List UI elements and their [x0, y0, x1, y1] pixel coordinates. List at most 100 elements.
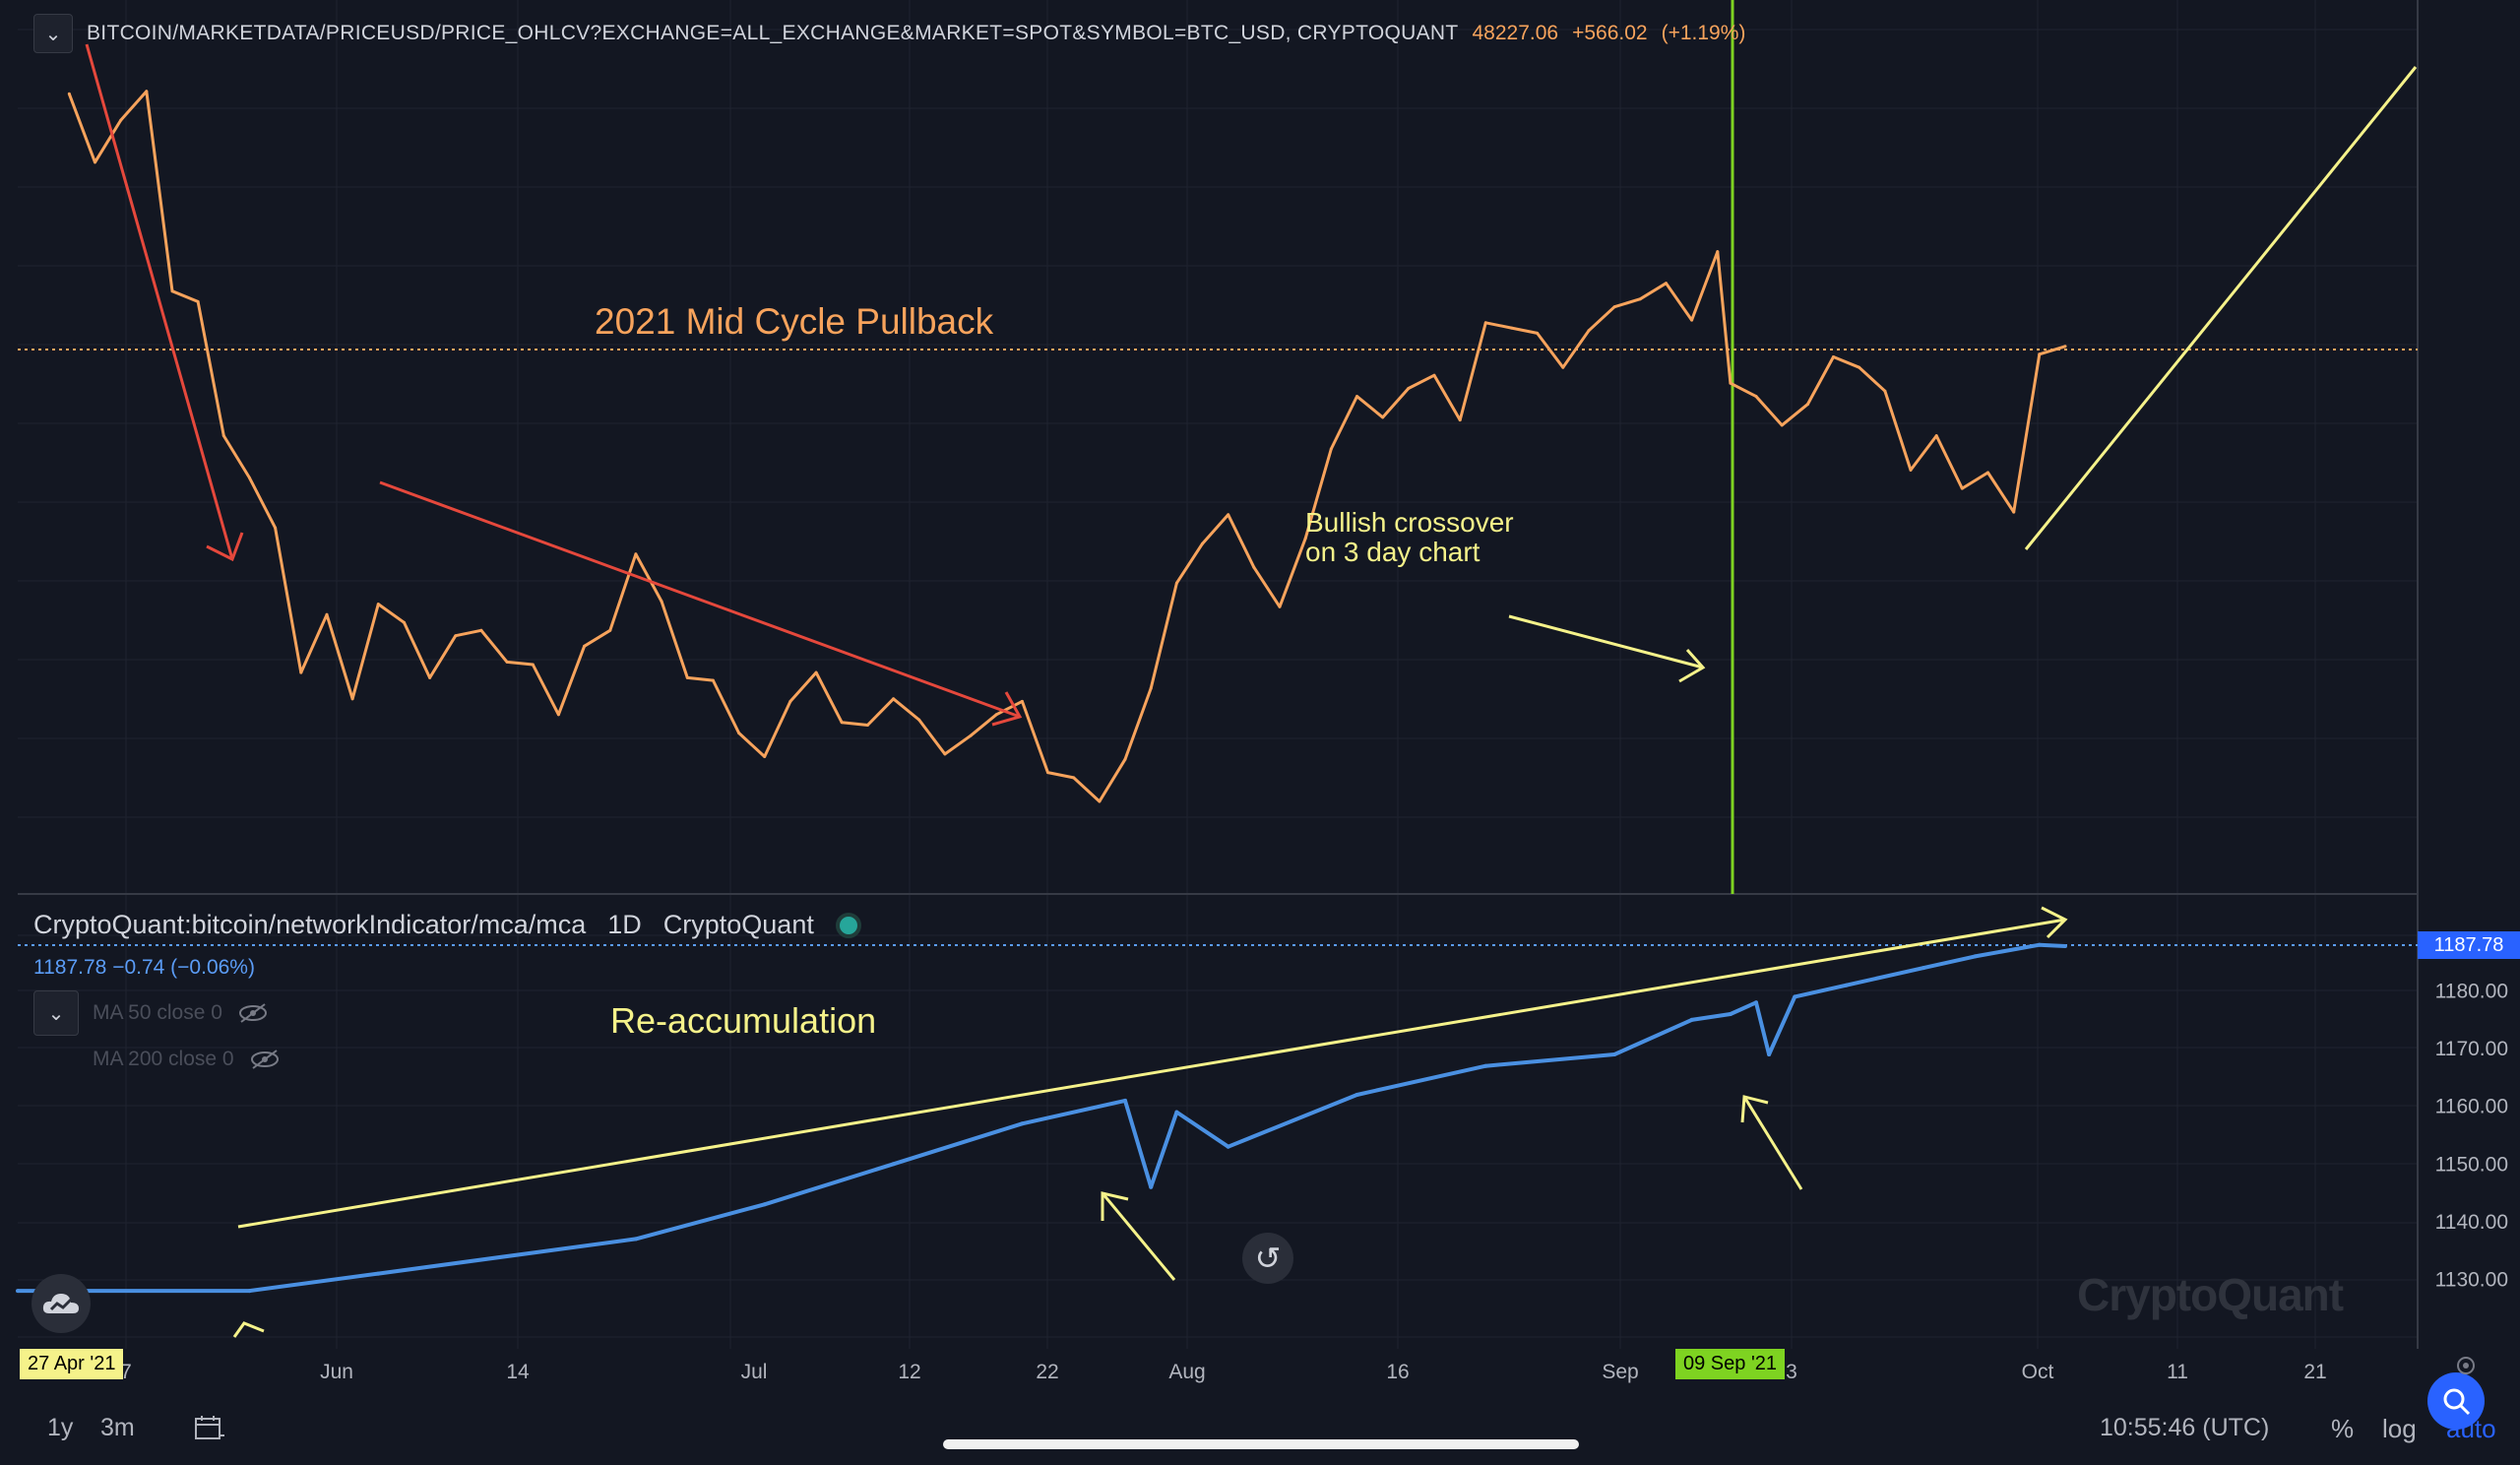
- price-point: [1934, 434, 1938, 438]
- mca-point: [1226, 1144, 1230, 1149]
- price-point: [428, 675, 432, 679]
- crosshair-date-tag: 09 Sep '21: [1675, 1349, 1786, 1379]
- price-point: [583, 644, 587, 648]
- price-change-pct: (+1.19%): [1661, 22, 1746, 44]
- time-axis-label: Jun: [320, 1361, 353, 1383]
- indicator-name[interactable]: CryptoQuant:bitcoin/networkIndicator/mca…: [33, 910, 587, 939]
- price-line-series: [67, 90, 2067, 803]
- reset-chart-button[interactable]: ↺: [1242, 1233, 1293, 1284]
- collapse-legend-button[interactable]: ⌄: [33, 14, 73, 53]
- lower-price-axis[interactable]: 1180.00 1170.00 1160.00 1150.00 1140.00 1130.…: [2435, 981, 2508, 1292]
- mca-point: [1354, 1093, 1359, 1097]
- mca-point: [1612, 1052, 1617, 1056]
- price-point: [1536, 331, 1540, 335]
- price-point: [1201, 541, 1204, 545]
- cloud-button[interactable]: [32, 1274, 91, 1333]
- mca-point: [762, 1202, 767, 1207]
- price-point: [1381, 415, 1385, 419]
- price-axis-label: 1140.00: [2435, 1211, 2508, 1234]
- red-trend-arrow-2: [379, 480, 1023, 727]
- time-axis-label: 11: [2167, 1361, 2188, 1383]
- calendar-range-icon[interactable]: [193, 1414, 226, 1443]
- mca-line-series: [16, 942, 2067, 1294]
- yellow-arrow-dip-1: [1101, 1191, 1176, 1281]
- indicator-source: CryptoQuant: [662, 910, 814, 939]
- price-point: [788, 699, 792, 703]
- mca-point: [1973, 954, 1978, 959]
- percent-scale-toggle[interactable]: %: [2331, 1414, 2355, 1443]
- mca-point: [1174, 1110, 1179, 1115]
- price-point: [969, 733, 973, 737]
- price-point: [479, 628, 483, 632]
- price-point: [2063, 345, 2067, 349]
- time-axis-label: Jul: [741, 1361, 768, 1383]
- timeframe-1y-button[interactable]: 1y: [47, 1414, 74, 1441]
- price-point: [660, 600, 663, 604]
- price-point: [1252, 565, 1256, 569]
- annotation-reaccumulation: Re-accumulation: [610, 1000, 877, 1041]
- price-point: [94, 160, 96, 164]
- mca-point: [891, 1162, 896, 1167]
- time-axis-label: 21: [2303, 1361, 2326, 1383]
- mca-point: [1754, 1000, 1758, 1005]
- annotation-bullish-line2: on 3 day chart: [1305, 537, 1480, 567]
- indicator-value: 1187.78: [33, 956, 107, 979]
- price-point: [1510, 326, 1513, 330]
- mca-point: [376, 1271, 381, 1276]
- price-point: [1098, 799, 1102, 803]
- collapse-ma-button[interactable]: ⌄: [33, 990, 79, 1036]
- price-axis-label: 1150.00: [2435, 1153, 2508, 1176]
- price-point: [685, 675, 689, 679]
- annotation-title: 2021 Mid Cycle Pullback: [595, 301, 994, 342]
- ma50-label: MA 50 close 0: [93, 1001, 222, 1024]
- log-scale-toggle[interactable]: log: [2382, 1414, 2417, 1443]
- yellow-trend-arrow-mca: [237, 906, 2068, 1229]
- price-axis-label: 1170.00: [2435, 1038, 2508, 1060]
- ma200-row: MA 200 close 0: [93, 1048, 282, 1071]
- price-point: [865, 724, 869, 727]
- price-point: [1355, 395, 1358, 399]
- mca-point: [247, 1289, 252, 1294]
- eye-off-icon[interactable]: [248, 1048, 282, 1071]
- time-axis-label: 22: [1036, 1361, 1058, 1383]
- mca-point: [1793, 994, 1797, 999]
- bottom-toolbar: [0, 1388, 2520, 1465]
- price-point: [892, 697, 896, 701]
- price-point: [1754, 395, 1758, 399]
- price-point: [943, 752, 947, 756]
- price-point: [505, 660, 509, 664]
- price-point: [1612, 305, 1616, 309]
- price-point: [711, 678, 715, 682]
- price-point: [1072, 776, 1076, 780]
- indicator-interval: 1D: [607, 910, 642, 939]
- zoom-search-button[interactable]: [2427, 1372, 2485, 1430]
- price-point: [1858, 365, 1861, 369]
- price-point: [1909, 468, 1913, 472]
- price-point: [221, 434, 225, 438]
- settings-gear-icon[interactable]: [2451, 1351, 2481, 1380]
- time-axis-label: 16: [1386, 1361, 1409, 1383]
- price-point: [1458, 418, 1462, 422]
- price-point: [814, 670, 818, 674]
- price-point: [403, 620, 406, 624]
- price-point: [274, 526, 278, 530]
- price-point: [67, 92, 71, 96]
- yellow-arrow-bullish: [1508, 614, 1706, 683]
- utc-clock[interactable]: 10:55:46 (UTC): [2100, 1414, 2270, 1441]
- price-point: [1329, 447, 1333, 451]
- price-point: [248, 476, 251, 479]
- price-point: [1638, 297, 1642, 301]
- price-point: [119, 118, 123, 122]
- symbol-name: BITCOIN/MARKETDATA/PRICEUSD/PRICE_OHLCV?…: [87, 22, 1459, 44]
- timeframe-3m-button[interactable]: 3m: [100, 1414, 135, 1441]
- time-axis[interactable]: 7 Jun 14 Jul 12 22 Aug 16 Sep 3 Oct 11 21: [120, 1361, 2327, 1383]
- price-point: [840, 721, 844, 725]
- price-point: [1690, 318, 1694, 322]
- mca-point: [633, 1237, 638, 1242]
- last-price: 48227.06: [1472, 22, 1559, 44]
- watermark-logo: CryptoQuant: [2077, 1269, 2344, 1320]
- price-point: [608, 628, 612, 632]
- yellow-projection-line: [2024, 66, 2418, 550]
- time-axis-label: Oct: [2022, 1361, 2054, 1383]
- eye-off-icon[interactable]: [236, 1001, 270, 1025]
